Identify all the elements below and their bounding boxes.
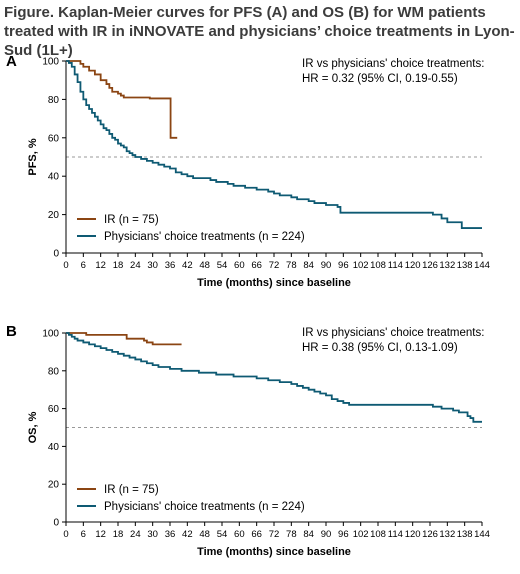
- x-axis-title: Time (months) since baseline: [197, 546, 351, 558]
- series-line-ir: [66, 332, 182, 346]
- x-tick-label: 54: [217, 260, 228, 271]
- x-tick-label: 36: [165, 260, 176, 271]
- x-tick-label: 120: [405, 529, 421, 540]
- y-tick-label: 0: [53, 518, 59, 529]
- x-tick-label: 90: [321, 529, 332, 540]
- x-tick-label: 54: [217, 529, 228, 540]
- x-tick-label: 72: [269, 529, 280, 540]
- x-tick-label: 60: [234, 529, 245, 540]
- x-tick-label: 72: [269, 260, 280, 271]
- x-tick-label: 18: [113, 260, 124, 271]
- x-tick-label: 66: [251, 529, 262, 540]
- x-tick-label: 96: [338, 529, 349, 540]
- y-tick-label: 20: [48, 480, 60, 491]
- x-tick-label: 84: [303, 529, 314, 540]
- x-tick-label: 138: [457, 260, 473, 271]
- series-line-ir: [66, 60, 178, 139]
- x-tick-label: 114: [388, 260, 403, 271]
- x-tick-label: 132: [439, 529, 455, 540]
- y-tick-label: 100: [42, 329, 59, 340]
- x-tick-label: 126: [422, 260, 438, 271]
- y-tick-label: 40: [48, 442, 60, 453]
- legend-label: Physicians' choice treatments (n = 224): [104, 231, 305, 243]
- y-tick-label: 60: [48, 404, 60, 415]
- x-tick-label: 84: [303, 260, 314, 271]
- x-tick-label: 138: [457, 529, 473, 540]
- x-tick-label: 36: [165, 529, 176, 540]
- x-tick-label: 24: [130, 529, 141, 540]
- series-line-pc: [66, 332, 482, 423]
- y-axis-title: PFS, %: [27, 138, 39, 176]
- figure-title: Figure. Kaplan-Meier curves for PFS (A) …: [4, 4, 515, 59]
- x-tick-label: 78: [286, 529, 297, 540]
- x-tick-label: 78: [286, 260, 297, 271]
- x-tick-label: 102: [353, 529, 369, 540]
- x-tick-label: 42: [182, 260, 193, 271]
- y-tick-label: 80: [48, 95, 60, 106]
- x-tick-label: 120: [405, 260, 421, 271]
- hr-annotation: HR = 0.38 (95% CI, 0.13-1.09): [302, 342, 458, 354]
- hr-annotation: IR vs physicians' choice treatments:: [302, 327, 484, 339]
- x-tick-label: 0: [63, 260, 68, 271]
- x-tick-label: 48: [199, 260, 210, 271]
- x-tick-label: 6: [81, 529, 86, 540]
- x-tick-label: 30: [147, 529, 158, 540]
- x-tick-label: 96: [338, 260, 349, 271]
- x-tick-label: 18: [113, 529, 124, 540]
- x-axis-title: Time (months) since baseline: [197, 277, 351, 289]
- chart-panel-os: B 0 20 40 60 80 100 0 6 12 18 24 30 36 42 48 54 60 66 72 78 8…: [6, 323, 490, 558]
- hr-annotation: HR = 0.32 (95% CI, 0.19-0.55): [302, 73, 458, 85]
- panel-label: B: [6, 323, 17, 340]
- x-tick-label: 60: [234, 260, 245, 271]
- series-line-pc: [66, 60, 482, 229]
- legend-label: IR (n = 75): [104, 484, 159, 496]
- legend-label: IR (n = 75): [104, 214, 159, 226]
- x-tick-label: 0: [63, 529, 68, 540]
- chart-panel-pfs: A 0 20 40 60 80 100 0 6 12 18 24 30 36 42 48 54 60 66 72 78 8…: [6, 53, 490, 289]
- x-tick-label: 102: [353, 260, 369, 271]
- x-tick-label: 144: [474, 260, 490, 271]
- y-tick-label: 100: [42, 57, 59, 68]
- x-tick-label: 42: [182, 529, 193, 540]
- hr-annotation: IR vs physicians' choice treatments:: [302, 58, 484, 70]
- y-tick-label: 80: [48, 366, 60, 377]
- y-axis-title: OS, %: [27, 411, 39, 443]
- y-tick-label: 20: [48, 210, 60, 221]
- x-tick-label: 114: [388, 529, 403, 540]
- x-tick-label: 66: [251, 260, 262, 271]
- panel-label: A: [6, 53, 17, 70]
- x-tick-label: 108: [370, 529, 386, 540]
- y-tick-label: 0: [53, 249, 59, 260]
- x-tick-label: 12: [95, 260, 106, 271]
- y-tick-label: 60: [48, 133, 60, 144]
- x-tick-label: 12: [95, 529, 106, 540]
- x-tick-label: 90: [321, 260, 332, 271]
- legend-label: Physicians' choice treatments (n = 224): [104, 501, 305, 513]
- y-tick-label: 40: [48, 172, 60, 183]
- x-tick-label: 126: [422, 529, 438, 540]
- x-tick-label: 6: [81, 260, 86, 271]
- x-tick-label: 24: [130, 260, 141, 271]
- x-tick-label: 144: [474, 529, 490, 540]
- x-tick-label: 108: [370, 260, 386, 271]
- x-tick-label: 48: [199, 529, 210, 540]
- x-tick-label: 132: [439, 260, 455, 271]
- x-tick-label: 30: [147, 260, 158, 271]
